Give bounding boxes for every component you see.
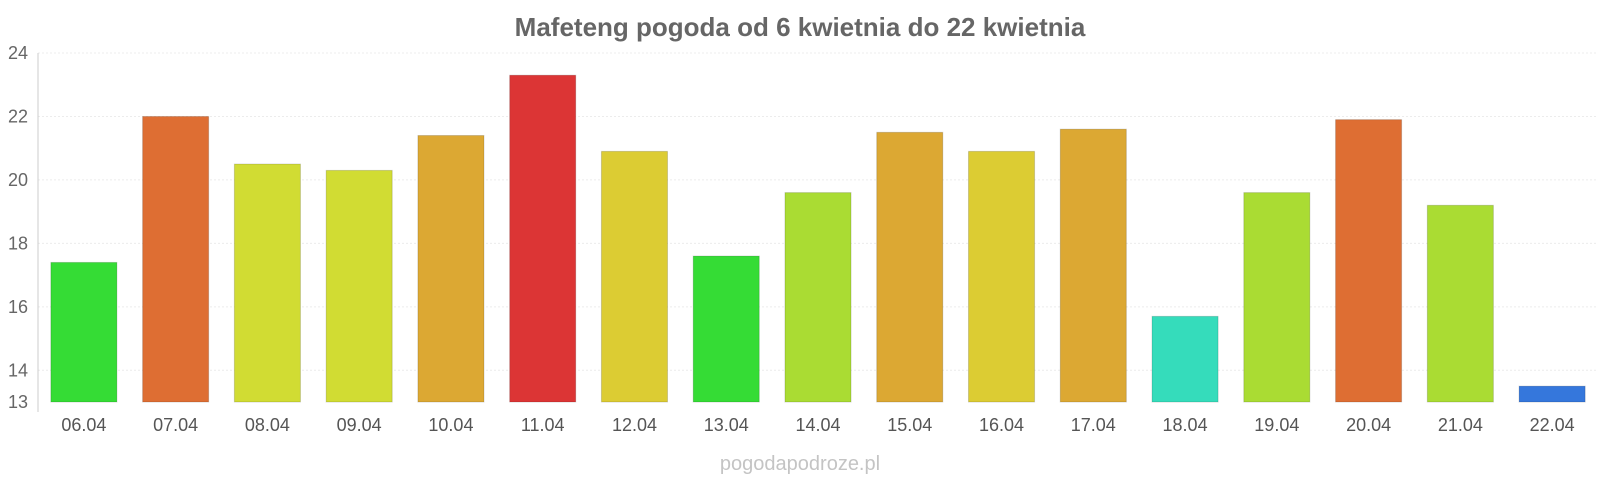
y-tick-label: 18 (8, 233, 28, 253)
x-tick-label: 18.04 (1163, 415, 1208, 435)
bar-10.04 (417, 134, 485, 403)
bar-16.04 (967, 150, 1036, 403)
bar-13.04 (692, 255, 760, 403)
bar-11.04 (509, 74, 577, 403)
bars (50, 74, 1586, 403)
x-tick-label: 16.04 (979, 415, 1024, 435)
x-tick-label: 21.04 (1438, 415, 1483, 435)
x-tick-label: 06.04 (61, 415, 106, 435)
watermark: pogodapodroze.pl (720, 453, 880, 475)
bar-21.04 (1426, 204, 1494, 403)
x-tick-label: 12.04 (612, 415, 657, 435)
bar-22.04 (1518, 385, 1586, 403)
x-axis-ticks: 06.04 07.04 08.04 09.04 10.04 11.04 12.04 13.04… (61, 415, 1574, 435)
x-tick-label: 13.04 (704, 415, 749, 435)
x-tick-label: 14.04 (795, 415, 840, 435)
x-tick-label: 22.04 (1530, 415, 1575, 435)
bar-09.04 (325, 169, 393, 403)
bar-17.04 (1059, 128, 1127, 403)
bar-06.04 (50, 261, 118, 403)
bar-15.04 (876, 131, 944, 403)
bar-18.04 (1151, 315, 1219, 403)
y-tick-label: 24 (8, 43, 28, 63)
x-tick-label: 08.04 (245, 415, 290, 435)
x-tick-label: 17.04 (1071, 415, 1116, 435)
bar-19.04 (1243, 192, 1311, 403)
y-axis-ticks: 13 14 16 18 20 22 24 (8, 43, 28, 412)
bar-12.04 (600, 150, 669, 403)
x-tick-label: 10.04 (428, 415, 473, 435)
x-tick-label: 11.04 (521, 415, 565, 435)
bar-07.04 (142, 115, 210, 403)
y-tick-label: 22 (8, 106, 28, 126)
y-tick-label: 20 (8, 170, 28, 190)
bar-14.04 (784, 192, 852, 403)
y-tick-label: 14 (8, 360, 28, 380)
y-tick-label: 13 (8, 392, 28, 412)
y-tick-label: 16 (8, 297, 28, 317)
bar-20.04 (1335, 119, 1403, 403)
x-tick-label: 20.04 (1346, 415, 1391, 435)
bar-08.04 (233, 163, 301, 403)
chart-title: Mafeteng pogoda od 6 kwietnia do 22 kwie… (515, 12, 1086, 42)
x-tick-label: 19.04 (1254, 415, 1299, 435)
x-tick-label: 09.04 (337, 415, 382, 435)
x-tick-label: 15.04 (887, 415, 932, 435)
x-tick-label: 07.04 (153, 415, 198, 435)
